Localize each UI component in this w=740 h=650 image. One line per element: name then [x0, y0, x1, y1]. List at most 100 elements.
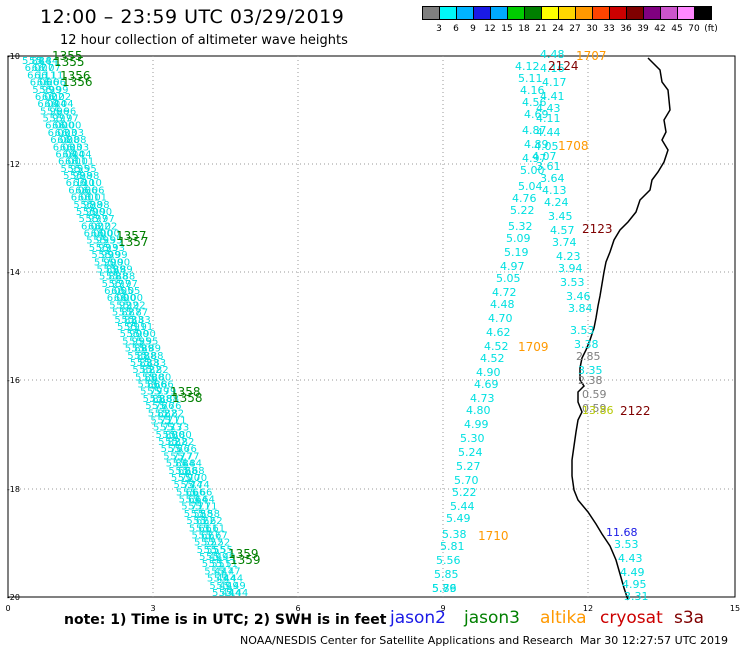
- legend-altika: altika: [540, 608, 587, 628]
- swh-value-left: 5.84: [166, 459, 188, 470]
- swh-value-left: 5.83: [128, 315, 150, 326]
- swh-value-left: 5.68: [182, 466, 204, 477]
- color-bar-label: 18: [518, 24, 530, 34]
- swh-value-left: 6.00: [59, 121, 81, 132]
- color-bar-label: 6: [453, 24, 459, 34]
- swh-value-left: 6.02: [81, 221, 103, 232]
- swh-value-left: 5.89: [132, 344, 154, 355]
- swh-value-mid: 4.69: [524, 108, 549, 121]
- swh-value-left: 6.08: [50, 135, 72, 146]
- swh-value-left: 5.83: [121, 315, 143, 326]
- swh-value-left: 5.92: [123, 300, 145, 311]
- swh-value-coast: 3.45: [548, 210, 573, 223]
- swh-value-left: 5.98: [63, 171, 85, 182]
- color-bar-label: 3: [436, 24, 442, 34]
- swh-value-left: 6.04: [62, 149, 84, 160]
- swh-value-left: 6.00: [107, 293, 129, 304]
- swh-value-left: 5.52: [208, 538, 230, 549]
- swh-value-south: 4.49: [620, 566, 645, 579]
- pass-time-jason3: 1358: [170, 385, 201, 399]
- swh-value-left: 5.97: [50, 114, 72, 125]
- swh-value-coast: 0.59: [582, 388, 607, 401]
- swh-value-left: 5.84: [36, 56, 58, 67]
- swh-value-left: 5.89: [110, 264, 132, 275]
- swh-value-left: 6.00: [114, 293, 136, 304]
- swh-value-left: 5.96: [47, 106, 69, 117]
- swh-value-left: 5.44: [214, 574, 236, 585]
- map-frame: [7, 55, 736, 598]
- color-bar-label: 39: [637, 24, 649, 34]
- pass-time-altika: 1709: [518, 340, 549, 354]
- swh-value-left: 5.58: [184, 509, 206, 520]
- swh-value-left: 5.80: [142, 372, 164, 383]
- swh-value-left: 6.03: [53, 142, 75, 153]
- swh-value-left: 5.44: [207, 574, 229, 585]
- pass-time-jason3: 1359: [230, 553, 261, 567]
- swh-value-left: 6.06: [75, 185, 97, 196]
- swh-value-left: 5.76: [168, 444, 190, 455]
- swh-value-left: 5.82: [155, 408, 177, 419]
- color-bar: [422, 6, 712, 20]
- swh-value-left: 5.95: [136, 336, 158, 347]
- x-tick-label: 6: [295, 604, 300, 613]
- swh-value-left: 5.64: [186, 495, 208, 506]
- swh-value-left: 5.95: [122, 336, 144, 347]
- swh-value-left: 5.80: [149, 372, 171, 383]
- swh-value-left: 6.04: [44, 99, 66, 110]
- y-tick-label: -18: [7, 485, 20, 494]
- swh-value-coast: 4.41: [540, 90, 565, 103]
- swh-value-mid: 4.80: [466, 404, 491, 417]
- swh-value-coast: 4.11: [536, 112, 561, 125]
- swh-value-left: 6.01: [58, 157, 80, 168]
- swh-value-mid: 5.76: [432, 582, 457, 595]
- swh-value-left: 5.99: [91, 250, 113, 261]
- swh-value-left: 6.01: [78, 193, 100, 204]
- swh-value-coast: 4.44: [536, 126, 561, 139]
- swh-value-left: 5.79: [140, 387, 162, 398]
- y-tick-label: -20: [7, 593, 20, 602]
- color-bar-label: 33: [603, 24, 615, 34]
- swh-value-mid: 4.76: [512, 192, 537, 205]
- swh-value-left: 5.90: [90, 207, 112, 218]
- color-bar-swatch: [694, 6, 712, 20]
- color-bar-label: 27: [569, 24, 581, 34]
- swh-value-left: 5.97: [116, 279, 138, 290]
- swh-value-mid: 4.72: [492, 286, 517, 299]
- swh-value-left: 5.71: [164, 415, 186, 426]
- swh-value-mid: 4.99: [464, 418, 489, 431]
- color-bar-label: 12: [484, 24, 496, 34]
- swh-value-left: 5.86: [138, 380, 160, 391]
- swh-value-left: 5.82: [148, 408, 170, 419]
- color-bar-label: 24: [552, 24, 564, 34]
- swh-value-left: 5.90: [83, 207, 105, 218]
- swh-value-mid: 4.52: [480, 352, 505, 365]
- color-bar-label: 15: [501, 24, 513, 34]
- color-bar-label: 70: [688, 24, 700, 34]
- color-bar-label: 21: [535, 24, 547, 34]
- swh-value-left: 5.99: [39, 85, 61, 96]
- color-bar-label: 30: [586, 24, 598, 34]
- swh-value-mid: 5.56: [436, 554, 461, 567]
- swh-value-left: 6.06: [82, 185, 104, 196]
- pass-time-jason3: 1357: [116, 229, 147, 243]
- swh-value-left: 5.86: [152, 380, 174, 391]
- swh-value-left: 5.93: [89, 243, 111, 254]
- swh-value-left: 5.70: [185, 473, 207, 484]
- swh-value-mid: 4.97: [522, 152, 547, 165]
- swh-value-left: 5.90: [76, 207, 98, 218]
- swh-value-left: 5.80: [163, 430, 185, 441]
- swh-value-left: 6.08: [64, 135, 86, 146]
- swh-value-left: 5.70: [171, 473, 193, 484]
- swh-value-left: 5.82: [162, 408, 184, 419]
- swh-value-left: 5.90: [101, 257, 123, 268]
- swh-value-left: 5.74: [180, 480, 202, 491]
- swh-value-left: 5.92: [116, 300, 138, 311]
- swh-value-left: 5.88: [99, 272, 121, 283]
- swh-value-mid: 4.62: [486, 326, 511, 339]
- swh-value-left: 5.88: [143, 394, 165, 405]
- pass-time-jason3: 1356: [62, 75, 93, 89]
- color-bar-label: 9: [470, 24, 476, 34]
- swh-value-left: 5.89: [125, 344, 147, 355]
- swh-value-left: 5.96: [40, 106, 62, 117]
- swh-value-left: 5.87: [112, 308, 134, 319]
